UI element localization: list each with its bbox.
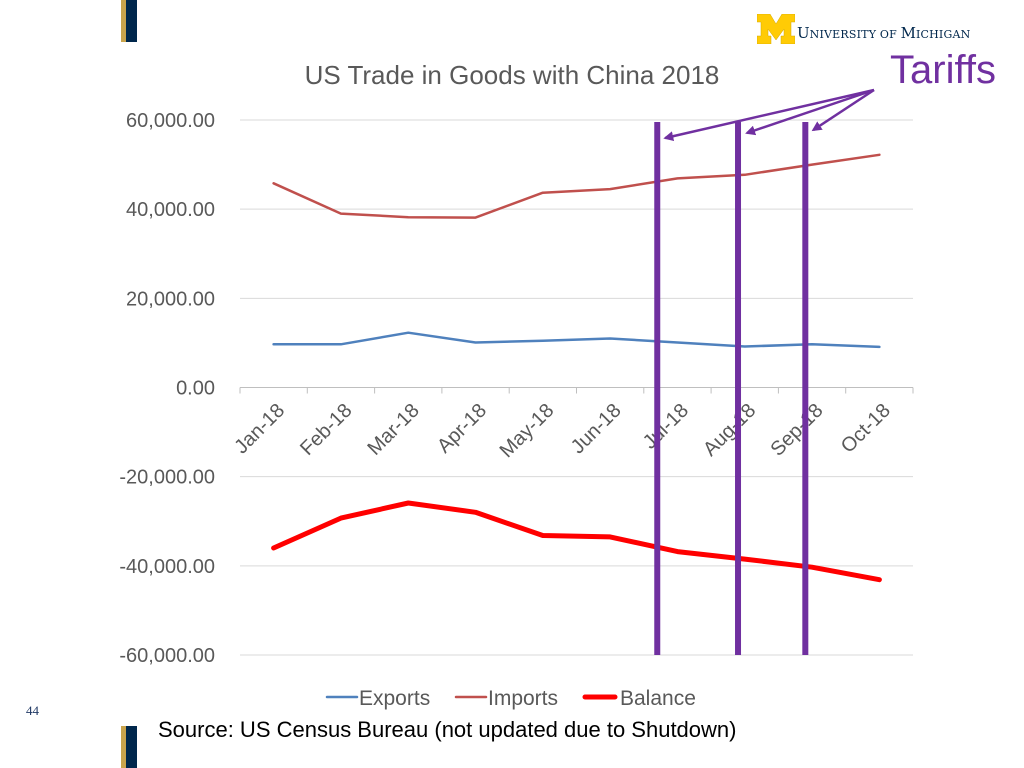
source-note: Source: US Census Bureau (not updated du… <box>158 717 737 742</box>
slide-number: 44 <box>26 703 39 718</box>
top-accent-bar <box>121 0 137 42</box>
x-tick-label: Oct-18 <box>837 399 895 457</box>
y-tick-label: -20,000.00 <box>119 467 215 489</box>
x-tick-label: Jul-18 <box>639 399 693 453</box>
x-tick-label: Feb-18 <box>296 399 356 459</box>
legend-label-imports: Imports <box>488 687 558 710</box>
x-tick-label: Aug-18 <box>699 399 760 460</box>
series-line-imports <box>272 153 881 219</box>
x-tick-label: Sep-18 <box>766 399 827 460</box>
series-line-balance <box>271 500 882 583</box>
x-tick-label: May-18 <box>496 399 559 462</box>
y-tick-label: 40,000.00 <box>126 199 215 221</box>
legend-label-exports: Exports <box>359 687 430 710</box>
x-tick-label: Jan-18 <box>230 399 289 458</box>
y-tick-label: 20,000.00 <box>126 288 215 310</box>
y-tick-label: -40,000.00 <box>119 556 215 578</box>
bottom-accent-bar <box>121 726 137 768</box>
series-line-exports <box>272 331 881 349</box>
x-tick-label: Jun-18 <box>567 399 626 458</box>
y-tick-label: 0.00 <box>176 378 215 400</box>
tariff-arrow <box>745 88 875 136</box>
tariffs-annotation: Tariffs <box>890 48 996 92</box>
university-wordmark: UNIVERSITY OF MICHIGAN <box>797 24 971 42</box>
y-tick-label: -60,000.00 <box>119 645 215 667</box>
legend-label-balance: Balance <box>620 687 696 710</box>
block-m-icon <box>757 14 795 44</box>
y-tick-label: 60,000.00 <box>126 110 215 132</box>
chart-title: US Trade in Goods with China 2018 <box>305 60 720 90</box>
tariff-arrow <box>811 88 875 132</box>
x-tick-label: Apr-18 <box>433 399 491 457</box>
x-tick-label: Mar-18 <box>363 399 423 459</box>
university-logo: UNIVERSITY OF MICHIGAN <box>757 14 970 44</box>
tariff-arrow <box>663 88 875 142</box>
